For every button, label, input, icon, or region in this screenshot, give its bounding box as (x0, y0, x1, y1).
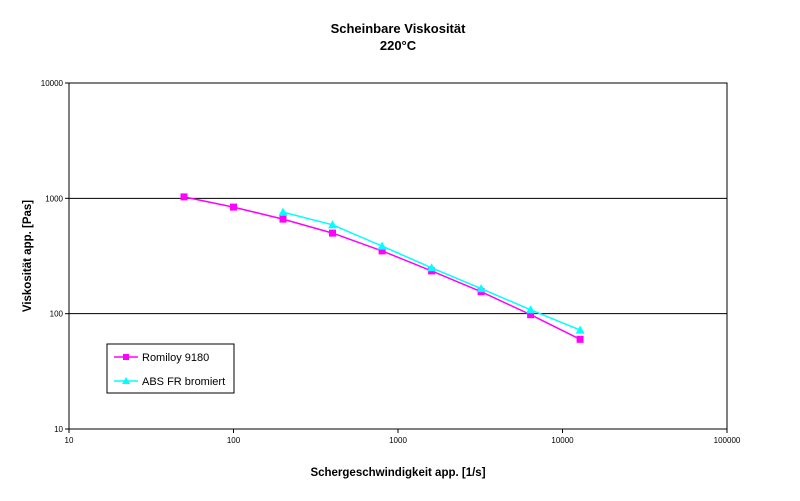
series-layer (180, 193, 585, 343)
y-tick-label-1000: 1000 (45, 194, 63, 203)
series-1 (278, 207, 585, 334)
grid-lines (69, 197, 727, 315)
chart-subtitle: 220°C (380, 38, 417, 53)
legend: Romiloy 9180 ABS FR bromiert (106, 343, 235, 394)
data-point-1-2 (377, 241, 387, 250)
data-point-1-3 (427, 263, 437, 272)
x-tick-label-100: 100 (227, 436, 241, 445)
x-tick-label-1000: 1000 (389, 436, 407, 445)
data-point-0-1 (230, 203, 237, 211)
data-point-0-4 (378, 247, 386, 255)
data-point-0-0 (180, 193, 188, 201)
y-tick-label-10000: 10000 (41, 79, 64, 88)
data-point-1-4 (476, 284, 486, 293)
x-axis-label: Schergeschwindigkeit app. [1/s] (310, 467, 485, 479)
x-tick-label-10: 10 (65, 436, 74, 445)
data-point-1-6 (575, 325, 585, 334)
legend-label-romiloy: Romiloy 9180 (142, 352, 209, 364)
x-tick-label-10000: 10000 (551, 436, 574, 445)
y-axis-label: Viskosität app. [Pas] (22, 200, 34, 312)
legend-box (106, 343, 235, 394)
data-point-1-0 (278, 207, 288, 216)
data-point-0-3 (329, 229, 336, 237)
y-tick-label-100: 100 (50, 310, 64, 319)
x-tick-label-100000: 100000 (714, 436, 741, 445)
data-point-0-8 (576, 335, 584, 343)
data-point-0-7 (527, 311, 535, 319)
legend-marker-triangle (122, 377, 130, 384)
x-axis-ticks: 10 100 1000 10000 100000 (65, 429, 741, 445)
chart-title: Scheinbare Viskosität (331, 21, 467, 36)
data-point-1-1 (328, 220, 338, 229)
data-point-0-2 (279, 215, 287, 223)
y-axis-ticks: 10 100 1000 10000 (41, 79, 69, 434)
data-point-1-5 (526, 305, 536, 314)
legend-marker-square (123, 354, 129, 360)
y-tick-label-10: 10 (54, 425, 63, 434)
legend-label-abs: ABS FR bromiert (142, 376, 225, 388)
